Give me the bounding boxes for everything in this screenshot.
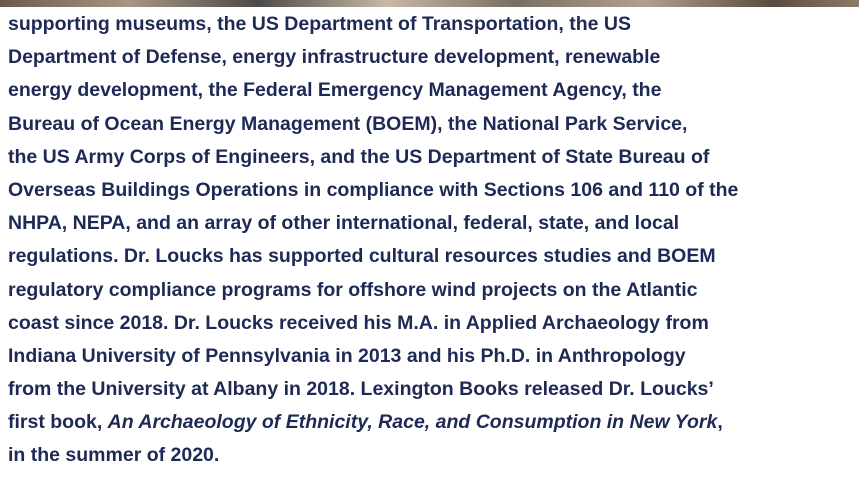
text: , <box>717 411 722 433</box>
text-line: Indiana University of Pennsylvania in 20… <box>8 340 856 373</box>
text-line: in the summer of 2020. <box>8 439 856 472</box>
text-line: regulations. Dr. Loucks has supported cu… <box>8 240 856 273</box>
text-line: NHPA, NEPA, and an array of other intern… <box>8 207 856 240</box>
text-line: Department of Defense, energy infrastruc… <box>8 41 856 74</box>
text-line: coast since 2018. Dr. Loucks received hi… <box>8 307 856 340</box>
book-line: first book, An Archaeology of Ethnicity,… <box>8 406 856 439</box>
text: first book, <box>8 411 108 433</box>
text-line: Overseas Buildings Operations in complia… <box>8 174 856 207</box>
text-line: Bureau of Ocean Energy Management (BOEM)… <box>8 108 856 141</box>
book-title: An Archaeology of Ethnicity, Race, and C… <box>108 411 718 433</box>
page: supporting museums, the US Department of… <box>0 0 859 487</box>
text-line: supporting museums, the US Department of… <box>8 8 856 41</box>
header-photo <box>0 0 859 7</box>
text-line: from the University at Albany in 2018. L… <box>8 373 856 406</box>
text-line: regulatory compliance programs for offsh… <box>8 274 856 307</box>
text-line: the US Army Corps of Engineers, and the … <box>8 141 856 174</box>
bio-paragraph: supporting museums, the US Department of… <box>8 8 856 473</box>
text-line: energy development, the Federal Emergenc… <box>8 74 856 107</box>
